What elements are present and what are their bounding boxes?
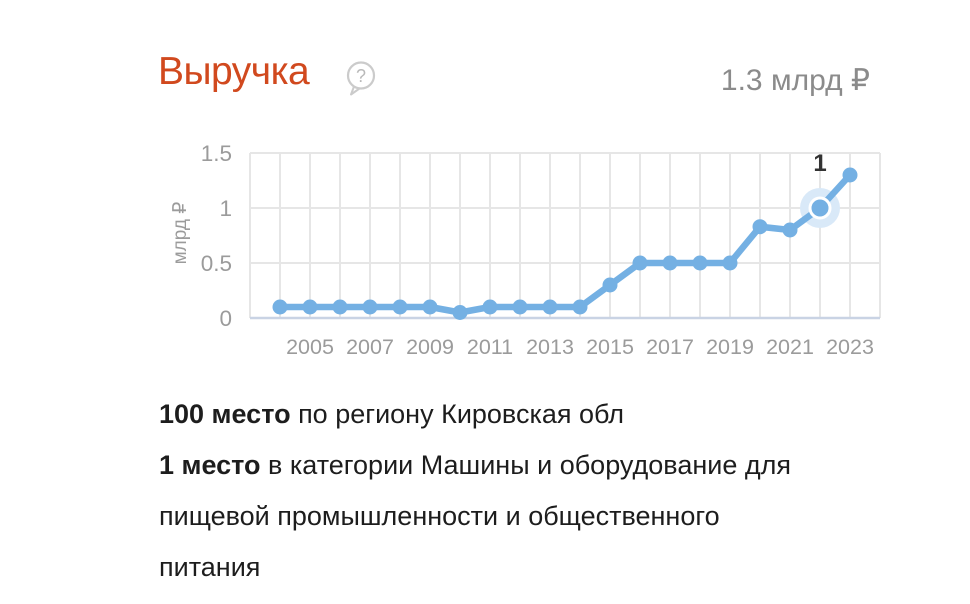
y-tick-label: 0.5 xyxy=(201,251,232,276)
revenue-title: Выручка xyxy=(158,50,310,93)
data-point-highlighted[interactable] xyxy=(808,196,832,220)
data-point[interactable] xyxy=(632,255,648,271)
data-point[interactable] xyxy=(692,255,708,271)
ranking-category-rank: 1 место xyxy=(159,450,261,480)
data-point[interactable] xyxy=(662,255,678,271)
data-point[interactable] xyxy=(422,299,438,315)
data-point[interactable] xyxy=(482,299,498,315)
ranking-category-line1: 1 место в категории Машины и оборудовани… xyxy=(159,440,939,491)
x-tick-label: 2015 xyxy=(586,335,634,359)
data-point[interactable] xyxy=(782,222,798,238)
data-point[interactable] xyxy=(272,299,288,315)
ranking-category-text: в категории Машины и оборудование для xyxy=(260,450,791,480)
x-tick-label: 2007 xyxy=(346,335,394,359)
y-tick-label: 1.5 xyxy=(201,141,232,166)
data-point[interactable] xyxy=(302,299,318,315)
data-point[interactable] xyxy=(752,219,768,235)
ranking-region-rank: 100 место xyxy=(159,399,291,429)
data-point[interactable] xyxy=(722,255,738,271)
y-tick-label: 1 xyxy=(219,196,232,221)
ranking-category-line3: питания xyxy=(159,552,261,582)
question-glyph: ? xyxy=(356,66,366,86)
x-tick-label: 2019 xyxy=(706,335,754,359)
revenue-line xyxy=(276,171,854,316)
data-point[interactable] xyxy=(332,299,348,315)
help-icon[interactable]: ? xyxy=(344,60,378,97)
x-tick-label: 2021 xyxy=(766,335,814,359)
x-tick-label: 2005 xyxy=(286,335,334,359)
question-bubble-icon: ? xyxy=(346,61,376,96)
x-tick-label: 2017 xyxy=(646,335,694,359)
x-tick-label: 2011 xyxy=(467,335,513,359)
ranking-category-line2: пищевой промышленности и общественного xyxy=(159,501,720,531)
data-point[interactable] xyxy=(602,277,618,293)
y-axis-title: млрд ₽ xyxy=(170,202,191,265)
data-point[interactable] xyxy=(392,299,408,315)
ranking-region: 100 место по региону Кировская обл xyxy=(159,389,939,440)
data-point[interactable] xyxy=(572,299,588,315)
point-value-label: 1 xyxy=(813,150,826,177)
ranking-region-text: по региону Кировская обл xyxy=(290,399,625,429)
data-point[interactable] xyxy=(842,167,858,183)
rankings-block: 100 место по региону Кировская обл 1 мес… xyxy=(159,389,939,593)
bubble-circle xyxy=(346,61,376,90)
data-point[interactable] xyxy=(362,299,378,315)
x-tick-label: 2013 xyxy=(526,335,574,359)
data-point[interactable] xyxy=(512,299,528,315)
revenue-total: 1.3 млрд ₽ xyxy=(720,64,870,97)
x-tick-label: 2009 xyxy=(406,335,454,359)
data-point[interactable] xyxy=(542,299,558,315)
x-tick-label: 2023 xyxy=(826,335,874,359)
data-point[interactable] xyxy=(452,305,468,320)
y-tick-label: 0 xyxy=(219,306,232,331)
